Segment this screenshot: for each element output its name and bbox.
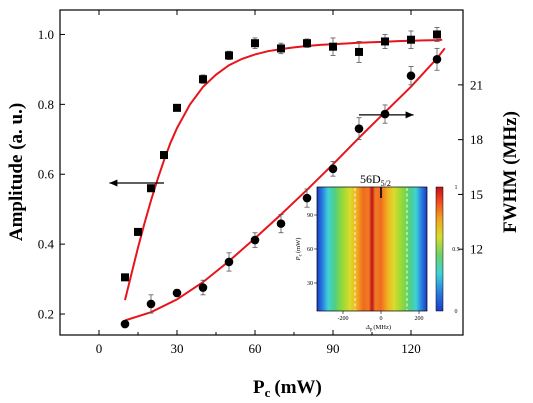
plot-frame xyxy=(59,9,464,336)
inset-y-label-symbol: P xyxy=(295,256,302,261)
x-axis-label-symbol: P xyxy=(253,377,265,398)
inset-y-label-sub: c xyxy=(299,253,304,256)
amplitude-point xyxy=(277,44,285,53)
y-right-tick-label: 15 xyxy=(470,187,483,202)
inset-colorbar-tick: 1 xyxy=(455,185,458,191)
inset-y-tick-label: 30 xyxy=(307,281,313,287)
fit-curve-2 xyxy=(124,47,446,322)
y-left-tick-label: 0.8 xyxy=(38,97,54,112)
inset-x-label-unit: (MHz) xyxy=(373,324,391,331)
fwhm-point xyxy=(120,319,130,329)
fwhm-point xyxy=(354,124,364,133)
fwhm-point xyxy=(406,71,416,81)
y-left-tick-label: 0.2 xyxy=(38,307,54,322)
arrow-head-left xyxy=(109,179,118,187)
inset-title-main: 56D xyxy=(360,172,381,186)
inset-title-sub: 5/2 xyxy=(381,179,391,188)
inset-heatmap-image xyxy=(317,187,427,311)
y-right-tick-label: 21 xyxy=(470,77,483,92)
amplitude-point xyxy=(134,227,142,236)
amplitude-point xyxy=(173,103,181,112)
fwhm-point xyxy=(432,54,442,64)
inset-x-label-symbol: Δ xyxy=(365,324,370,331)
fwhm-point xyxy=(380,109,390,119)
x-tick-label: 30 xyxy=(171,341,184,356)
inset-title: 56D5/2 xyxy=(360,172,391,188)
x-tick-label: 60 xyxy=(249,341,262,356)
y-left-tick-label: 0.4 xyxy=(38,237,55,252)
inset-y-tick-label: 90 xyxy=(307,213,313,219)
amplitude-point xyxy=(160,151,168,160)
amplitude-point xyxy=(329,42,337,51)
amplitude-point xyxy=(433,30,441,39)
x-axis-label-unit: (mW) xyxy=(274,377,321,398)
amplitude-point xyxy=(147,184,155,193)
inset-heatmap: 56D5/2 -200 0 200 Δp(MHz) 90 60 30 Pc(mW… xyxy=(295,172,460,333)
amplitude-point xyxy=(121,273,129,282)
inset-colorbar-tick: 0.5 xyxy=(452,247,460,253)
y-right-tick-label: 12 xyxy=(470,242,483,257)
amplitude-point xyxy=(303,39,311,48)
x-axis-label-sub: c xyxy=(265,385,271,400)
inset-x-label: Δp(MHz) xyxy=(365,324,391,333)
amplitude-point xyxy=(251,39,259,48)
y-left-tick-label: 0.6 xyxy=(38,167,55,182)
x-tick-label: 90 xyxy=(327,341,340,356)
x-axis-label: Pc (mW) xyxy=(253,377,322,400)
amplitude-point xyxy=(407,35,415,44)
fwhm-point xyxy=(146,299,156,309)
x-tick-label: 0 xyxy=(96,341,103,356)
inset-x-tick-label: 0 xyxy=(380,316,383,322)
inset-y-tick-label: 60 xyxy=(307,247,313,253)
inset-y-label: Pc(mW) xyxy=(295,238,304,262)
fwhm-point xyxy=(224,257,234,267)
y-left-tick-label: 1.0 xyxy=(38,27,54,42)
axis-arrows xyxy=(109,111,414,187)
fwhm-point xyxy=(172,288,182,298)
inset-x-tick-label: 200 xyxy=(415,316,424,322)
axis-ticks: 0 30 60 90 120 0.2 0.4 0.6 0.8 1.0 12 15 18 21 xyxy=(38,10,483,356)
fwhm-point xyxy=(302,193,312,203)
fwhm-point xyxy=(198,283,208,292)
inset-y-label-unit: (mW) xyxy=(295,238,302,254)
fwhm-point xyxy=(276,219,286,228)
right-y-axis-label: FWHM (MHz) xyxy=(500,111,521,233)
inset-x-tick-label: -200 xyxy=(338,316,349,322)
arrow-head-right xyxy=(405,111,414,119)
data-points xyxy=(120,27,442,329)
left-y-axis-label: Amplitude (a. u.) xyxy=(6,103,27,241)
y-right-tick-label: 18 xyxy=(470,132,483,147)
amplitude-point xyxy=(381,37,389,46)
amplitude-point xyxy=(199,75,207,84)
inset-colorbar-tick: 0 xyxy=(455,309,458,315)
inset-colorbar xyxy=(435,186,444,312)
fwhm-point xyxy=(328,164,338,174)
fwhm-point xyxy=(250,235,260,245)
inset-x-label-sub: p xyxy=(370,328,373,333)
amplitude-point xyxy=(225,51,233,60)
x-tick-label: 120 xyxy=(401,341,421,356)
amplitude-point xyxy=(355,47,363,56)
